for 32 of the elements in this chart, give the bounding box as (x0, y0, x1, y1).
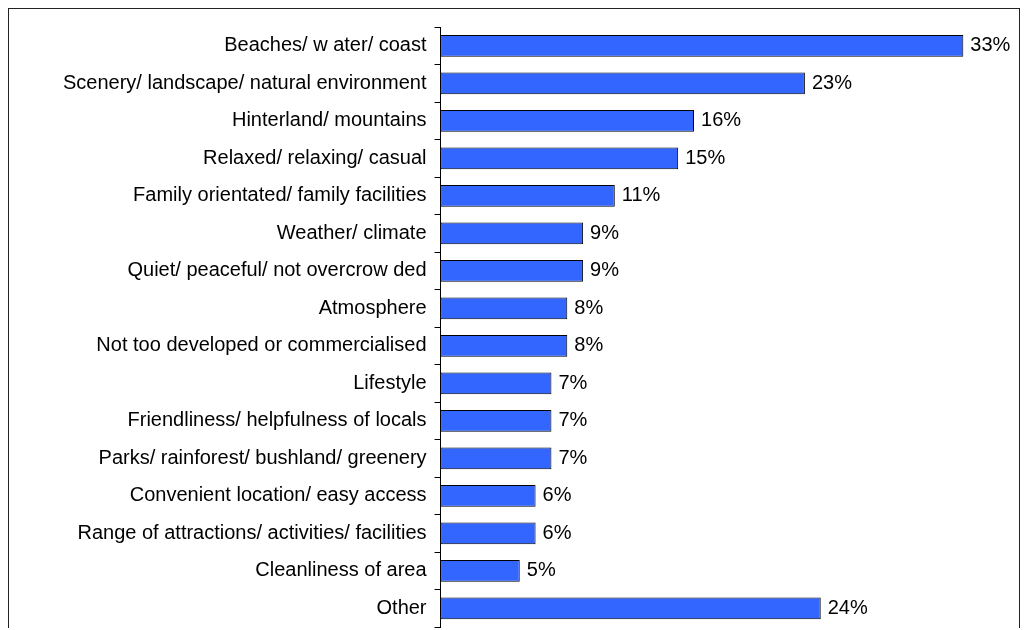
y-tick-label: Not too developed or commercialised (96, 333, 427, 356)
y-tick-label: Lifestyle (353, 370, 427, 393)
data-label: 5% (526, 558, 556, 581)
data-label: 6% (542, 520, 572, 543)
data-label: 7% (558, 408, 588, 431)
data-label: 11% (621, 183, 661, 206)
y-tick-label: Relaxed/ relaxing/ casual (203, 145, 427, 168)
y-tick-label: Parks/ rainforest/ bushland/ greenery (98, 445, 427, 468)
data-label: 9% (590, 258, 620, 281)
data-label: 7% (558, 370, 588, 393)
y-tick-label: Friendliness/ helpfulness of locals (127, 408, 427, 431)
y-tick-label: Weather/ climate (276, 220, 427, 243)
y-tick-label: Range of attractions/ activities/ facilities (77, 520, 427, 543)
data-label: 9% (590, 220, 620, 243)
y-tick-label: Scenery/ landscape/ natural environment (63, 70, 427, 93)
data-label: 7% (558, 445, 588, 468)
y-tick-label: Atmosphere (318, 295, 427, 318)
data-label: 16% (701, 108, 742, 131)
data-label: 8% (574, 295, 604, 318)
data-label: 8% (574, 333, 604, 356)
y-tick-label: Cleanliness of area (255, 558, 428, 581)
data-label: 24% (827, 595, 868, 618)
y-tick-label: Convenient location/ easy access (129, 483, 427, 506)
data-label: 33% (970, 33, 1011, 56)
y-tick-label: Hinterland/ mountains (231, 108, 427, 131)
data-label: 23% (811, 70, 853, 93)
data-label: 6% (542, 483, 572, 506)
y-tick-label: Quiet/ peaceful/ not overcrow ded (127, 258, 427, 281)
y-tick-label: Beaches/ w ater/ coast (224, 33, 427, 56)
y-tick-label: Other (376, 595, 427, 618)
data-label: 15% (685, 145, 726, 168)
y-tick-label: Family orientated/ family facilities (133, 183, 427, 206)
